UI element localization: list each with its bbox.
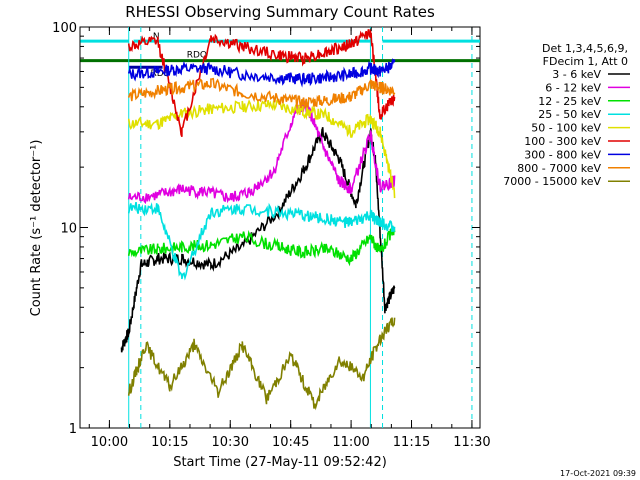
series-line-6: [127, 57, 396, 88]
x-tick-label: 10:15: [151, 435, 188, 450]
x-tick-label: 11:30: [453, 435, 490, 450]
series-line-2: [127, 226, 396, 267]
legend-header-line: FDecim 1, Att 0: [543, 55, 628, 68]
series-line-5: [127, 29, 396, 137]
x-axis-label: Start Time (27-May-11 09:52:42): [173, 455, 387, 470]
x-tick-label: 10:00: [91, 435, 128, 450]
series-line-7: [127, 77, 396, 111]
series-line-3: [127, 201, 396, 281]
legend-label: 25 - 50 keV: [538, 108, 601, 121]
flag-label-rdb: RDB: [150, 69, 169, 79]
legend-label: 800 - 7000 keV: [517, 162, 601, 175]
legend-label: 300 - 800 keV: [524, 148, 601, 161]
plot-frame: [79, 26, 481, 429]
x-tick-label: 10:30: [212, 435, 249, 450]
y-tick-label: 1: [69, 422, 77, 437]
x-tick-label: 11:15: [393, 435, 430, 450]
flags-layer: N RDO RDB: [80, 27, 480, 428]
legend-label: 3 - 6 keV: [552, 68, 601, 81]
legend-label: 7000 - 15000 keV: [503, 175, 601, 188]
legend-label: 50 - 100 keV: [531, 122, 601, 135]
x-tick-label: 10:45: [272, 435, 309, 450]
plot-area: [79, 26, 481, 429]
series-layer: [120, 29, 396, 411]
y-tick-label: 10: [60, 222, 77, 237]
legend-header-line: Det 1,3,4,5,6,9,: [542, 42, 628, 55]
x-tick-label: 11:00: [332, 435, 369, 450]
legend-label: 100 - 300 keV: [524, 135, 601, 148]
series-line-8: [127, 317, 396, 411]
footer-timestamp: 17-Oct-2021 09:39: [560, 469, 636, 478]
flag-label-n: N: [153, 32, 160, 42]
flag-label-rdo: RDO: [187, 51, 207, 61]
legend: Det 1,3,4,5,6,9,FDecim 1, Att 03 - 6 keV…: [503, 42, 630, 188]
axes-layer: 1 10 100 10:00 10:15 10:30 10:45 11:00 11:15 11:3…: [52, 21, 491, 450]
y-tick-label: 100: [52, 21, 77, 36]
legend-label: 12 - 25 keV: [538, 95, 601, 108]
y-axis-label: Count Rate (s⁻¹ detector⁻¹): [29, 140, 44, 317]
legend-label: 6 - 12 keV: [545, 81, 601, 94]
chart-title: RHESSI Observing Summary Count Rates: [125, 3, 435, 21]
series-line-0: [120, 127, 396, 353]
series-line-1: [127, 99, 396, 205]
